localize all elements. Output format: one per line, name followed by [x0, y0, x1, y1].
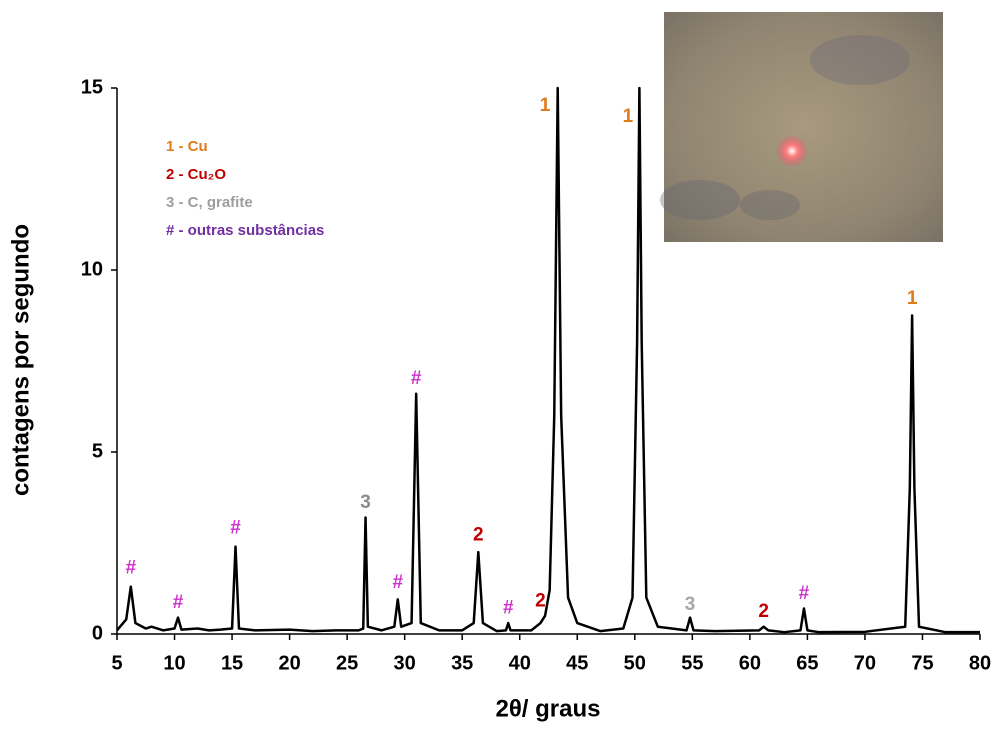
y-tick-label: 5 — [92, 440, 103, 462]
peak-label: # — [411, 368, 422, 389]
y-tick-label: 0 — [92, 622, 103, 644]
legend-entry: 1 - Cu — [166, 138, 208, 155]
x-tick-label: 55 — [681, 652, 703, 674]
x-tick-label: 75 — [911, 652, 933, 674]
peak-label: # — [173, 592, 184, 613]
x-tick-label: 70 — [854, 652, 876, 674]
x-tick-label: 5 — [111, 652, 122, 674]
y-tick-label: 15 — [81, 76, 103, 98]
x-tick-label: 45 — [566, 652, 588, 674]
x-axis-label: 2θ/ graus — [495, 695, 600, 722]
peak-label: # — [230, 517, 241, 538]
peak-label: 1 — [540, 95, 551, 116]
x-tick-label: 25 — [336, 652, 358, 674]
legend-entry: 3 - C, grafite — [166, 194, 253, 211]
x-tick-label: 10 — [163, 652, 185, 674]
x-tick-label: 30 — [394, 652, 416, 674]
x-tick-label: 80 — [969, 652, 991, 674]
x-tick-label: 65 — [796, 652, 818, 674]
x-tick-label: 15 — [221, 652, 243, 674]
peak-label: # — [392, 572, 403, 593]
x-tick-label: 40 — [509, 652, 531, 674]
peak-label: 3 — [685, 594, 696, 615]
legend-entry: 2 - Cu₂O — [166, 166, 226, 183]
peak-label: 1 — [623, 106, 634, 127]
peak-label: # — [503, 598, 514, 619]
peak-label: 2 — [535, 590, 546, 611]
legend-entry: # - outras substâncias — [166, 222, 324, 239]
inset-photo — [660, 12, 943, 242]
peak-label: 2 — [473, 525, 484, 546]
peak-label: 1 — [907, 288, 918, 309]
diffraction-line — [116, 86, 980, 634]
peak-label: 2 — [758, 601, 769, 622]
peak-label: 3 — [360, 492, 371, 513]
y-axis-label: contagens por segundo — [7, 224, 34, 496]
peak-label: # — [799, 583, 810, 604]
x-tick-label: 50 — [624, 652, 646, 674]
y-tick-label: 10 — [81, 258, 103, 280]
x-tick-label: 20 — [278, 652, 300, 674]
x-tick-label: 35 — [451, 652, 473, 674]
x-tick-label: 60 — [739, 652, 761, 674]
peak-label: # — [126, 557, 137, 578]
